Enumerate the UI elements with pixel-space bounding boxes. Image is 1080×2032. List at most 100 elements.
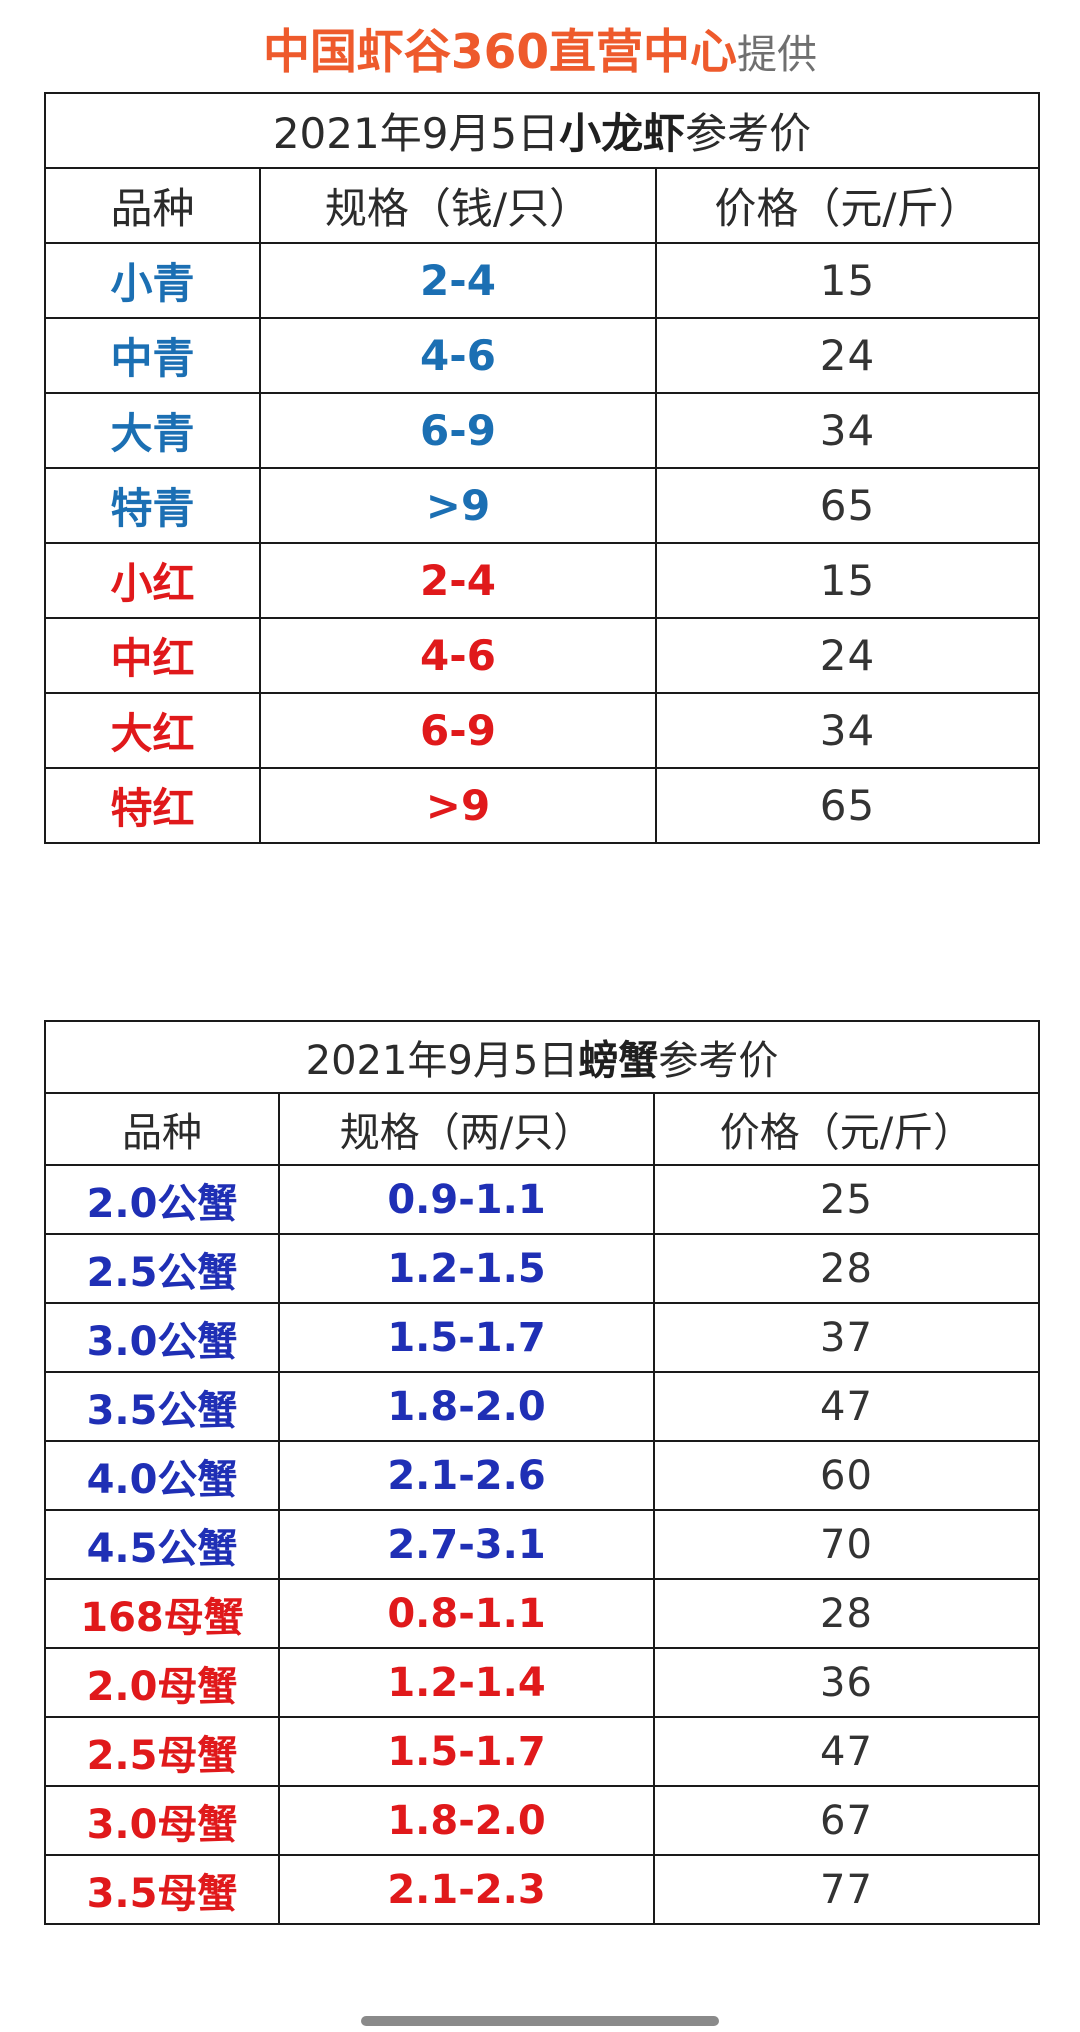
spec-cell: >9	[259, 767, 657, 844]
crayfish-table-title: 2021年9月5日小龙虾参考价	[44, 92, 1040, 169]
price-cell: 67	[653, 1785, 1040, 1856]
spec-cell: >9	[259, 467, 657, 544]
spec-cell: 4-6	[259, 317, 657, 394]
price-cell: 15	[655, 242, 1040, 319]
price-cell: 28	[653, 1233, 1040, 1304]
title-suffix: 参考价	[685, 109, 812, 158]
table-row: 2.0母蟹 1.2-1.4 36	[44, 1647, 1040, 1718]
variety-cell: 3.5公蟹	[44, 1371, 280, 1442]
variety-cell: 小青	[44, 242, 261, 319]
variety-cell: 特青	[44, 467, 261, 544]
price-cell: 70	[653, 1509, 1040, 1580]
variety-cell: 3.0母蟹	[44, 1785, 280, 1856]
table-title-row: 2021年9月5日螃蟹参考价	[44, 1020, 1040, 1094]
variety-cell: 2.5母蟹	[44, 1716, 280, 1787]
spec-cell: 2-4	[259, 542, 657, 619]
price-cell: 37	[653, 1302, 1040, 1373]
variety-cell: 大红	[44, 692, 261, 769]
price-cell: 24	[655, 617, 1040, 694]
price-cell: 28	[653, 1578, 1040, 1649]
variety-cell: 3.0公蟹	[44, 1302, 280, 1373]
table-header-row: 品种 规格（两/只） 价格（元/斤）	[44, 1092, 1040, 1166]
variety-cell: 168母蟹	[44, 1578, 280, 1649]
price-cell: 47	[653, 1716, 1040, 1787]
crab-price-table: 2021年9月5日螃蟹参考价 品种 规格（两/只） 价格（元/斤） 2.0公蟹 0…	[44, 1020, 1040, 1925]
variety-cell: 大青	[44, 392, 261, 469]
crab-table-title: 2021年9月5日螃蟹参考价	[44, 1020, 1040, 1094]
variety-cell: 中红	[44, 617, 261, 694]
price-cell: 77	[653, 1854, 1040, 1925]
column-header-variety: 品种	[44, 1092, 280, 1166]
table-row: 中红 4-6 24	[44, 617, 1040, 694]
table-header-row: 品种 规格（钱/只） 价格（元/斤）	[44, 167, 1040, 244]
provider-header: 中国虾谷360直营中心提供	[0, 18, 1080, 88]
table-row: 2.0公蟹 0.9-1.1 25	[44, 1164, 1040, 1235]
price-cell: 34	[655, 692, 1040, 769]
table-row: 3.5公蟹 1.8-2.0 47	[44, 1371, 1040, 1442]
table-title-row: 2021年9月5日小龙虾参考价	[44, 92, 1040, 169]
table-row: 小青 2-4 15	[44, 242, 1040, 319]
spec-cell: 1.2-1.4	[278, 1647, 655, 1718]
spec-cell: 6-9	[259, 392, 657, 469]
table-row: 特青 >9 65	[44, 467, 1040, 544]
spec-cell: 1.2-1.5	[278, 1233, 655, 1304]
column-header-price: 价格（元/斤）	[653, 1092, 1040, 1166]
spec-cell: 2.1-2.3	[278, 1854, 655, 1925]
spec-cell: 0.9-1.1	[278, 1164, 655, 1235]
title-suffix: 参考价	[658, 1038, 779, 1084]
title-date: 2021年9月5日	[305, 1038, 579, 1084]
price-cell: 60	[653, 1440, 1040, 1511]
table-row: 4.5公蟹 2.7-3.1 70	[44, 1509, 1040, 1580]
price-cell: 34	[655, 392, 1040, 469]
variety-cell: 4.0公蟹	[44, 1440, 280, 1511]
price-cell: 25	[653, 1164, 1040, 1235]
variety-cell: 特红	[44, 767, 261, 844]
price-cell: 36	[653, 1647, 1040, 1718]
variety-cell: 4.5公蟹	[44, 1509, 280, 1580]
table-row: 3.5母蟹 2.1-2.3 77	[44, 1854, 1040, 1925]
table-row: 3.0公蟹 1.5-1.7 37	[44, 1302, 1040, 1373]
spec-cell: 1.5-1.7	[278, 1302, 655, 1373]
price-cell: 15	[655, 542, 1040, 619]
table-row: 小红 2-4 15	[44, 542, 1040, 619]
table-row: 2.5公蟹 1.2-1.5 28	[44, 1233, 1040, 1304]
column-header-spec: 规格（两/只）	[278, 1092, 655, 1166]
variety-cell: 中青	[44, 317, 261, 394]
provider-suffix: 提供	[737, 32, 818, 78]
variety-cell: 2.5公蟹	[44, 1233, 280, 1304]
variety-cell: 3.5母蟹	[44, 1854, 280, 1925]
table-row: 168母蟹 0.8-1.1 28	[44, 1578, 1040, 1649]
column-header-variety: 品种	[44, 167, 261, 244]
variety-cell: 2.0母蟹	[44, 1647, 280, 1718]
crayfish-price-table: 2021年9月5日小龙虾参考价 品种 规格（钱/只） 价格（元/斤） 小青 2-4…	[44, 92, 1040, 844]
price-cell: 65	[655, 767, 1040, 844]
spec-cell: 1.5-1.7	[278, 1716, 655, 1787]
price-cell: 65	[655, 467, 1040, 544]
brand-name: 中国虾谷360直营中心	[262, 25, 738, 80]
spec-cell: 2.1-2.6	[278, 1440, 655, 1511]
variety-cell: 2.0公蟹	[44, 1164, 280, 1235]
spec-cell: 6-9	[259, 692, 657, 769]
spec-cell: 1.8-2.0	[278, 1785, 655, 1856]
table-row: 特红 >9 65	[44, 767, 1040, 844]
price-cell: 47	[653, 1371, 1040, 1442]
column-header-price: 价格（元/斤）	[655, 167, 1040, 244]
variety-cell: 小红	[44, 542, 261, 619]
spec-cell: 2-4	[259, 242, 657, 319]
home-indicator[interactable]	[361, 2016, 719, 2026]
title-product: 小龙虾	[559, 109, 686, 158]
table-row: 4.0公蟹 2.1-2.6 60	[44, 1440, 1040, 1511]
table-row: 2.5母蟹 1.5-1.7 47	[44, 1716, 1040, 1787]
title-date: 2021年9月5日	[272, 109, 560, 158]
title-product: 螃蟹	[578, 1038, 659, 1084]
table-row: 中青 4-6 24	[44, 317, 1040, 394]
table-row: 大青 6-9 34	[44, 392, 1040, 469]
price-cell: 24	[655, 317, 1040, 394]
column-header-spec: 规格（钱/只）	[259, 167, 657, 244]
spec-cell: 0.8-1.1	[278, 1578, 655, 1649]
table-row: 大红 6-9 34	[44, 692, 1040, 769]
spec-cell: 2.7-3.1	[278, 1509, 655, 1580]
table-row: 3.0母蟹 1.8-2.0 67	[44, 1785, 1040, 1856]
spec-cell: 4-6	[259, 617, 657, 694]
spec-cell: 1.8-2.0	[278, 1371, 655, 1442]
